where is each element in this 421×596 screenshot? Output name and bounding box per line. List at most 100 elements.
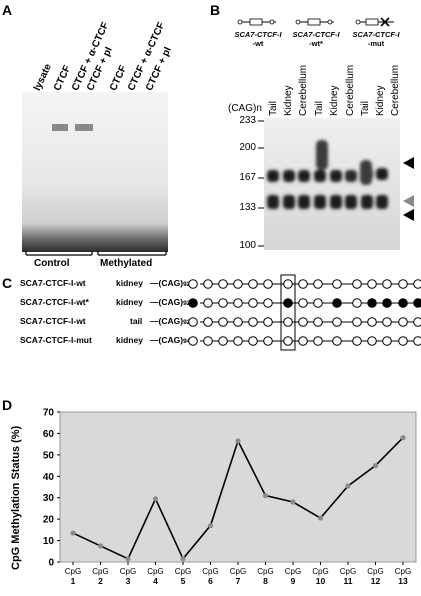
cpg-site [398,336,408,346]
data-point [290,499,296,505]
methylation-row-repeat: —(CAG)92 [150,278,190,288]
cpg-site [188,336,198,346]
cpg-site [332,279,342,289]
y-tick-label: 10 [43,536,55,547]
cpg-site [398,298,408,308]
cpg-site [332,317,342,327]
cpg-site [283,317,293,327]
cpg-site [218,298,228,308]
y-tick-label: 70 [43,408,55,419]
cpg-site [283,279,293,289]
data-point [235,438,241,444]
y-tick-label: 50 [43,450,55,461]
cag-text: —(CAG) [150,335,184,345]
data-point [317,515,324,521]
x-tick-label-num: 13 [398,576,408,586]
data-point [180,556,186,562]
repeat-count: 92 [183,319,191,326]
cpg-site [313,317,323,327]
data-point [345,483,351,489]
x-tick-label-num: 2 [98,576,103,586]
cpg-site [313,298,323,308]
group-label-methylated: Methylated [100,258,153,269]
cpg-site [332,336,342,346]
size-axis-title: (CAG)n [228,103,262,114]
x-tick-label-top: CpG [395,567,411,576]
x-tick-label-top: CpG [285,567,301,576]
data-point [400,435,406,441]
repeat-count: 92 [183,281,191,288]
gel-a-image [22,92,168,252]
x-tick-label-top: CpG [257,567,273,576]
methylation-row-tissue: kidney [116,297,143,307]
cpg-site [218,317,228,327]
cpg-site [263,279,273,289]
cpg-site [248,279,258,289]
cpg-site [382,336,392,346]
y-tick-label: 30 [43,493,55,504]
y-tick-label: 20 [43,515,55,526]
cpg-site [352,317,362,327]
methylation-row-repeat: —(CAG)92 [150,297,190,307]
x-tick-label-top: CpG [120,567,136,576]
panel-a-letter: A [2,2,13,18]
cpg-site [298,336,308,346]
methylation-row-tissue: kidney [116,278,143,288]
x-tick-label-num: 8 [263,576,268,586]
cpg-site [298,279,308,289]
size-ticks [258,120,264,247]
cpg-site [382,298,392,308]
methylation-row-repeat: —(CAG)94 [150,335,190,345]
data-point [372,462,379,469]
repeat-count: 92 [183,300,191,307]
cpg-site [332,298,342,308]
construct-wt-diagram [237,18,276,26]
cpg-site [188,317,198,327]
x-tick-label-num: 10 [316,576,326,586]
construct-wt-star-diagram [295,18,334,26]
methylation-row-label: SCA7-CTCF-I-wt [20,316,86,326]
size-tick-200: 200 [239,142,256,153]
size-tick-100: 100 [239,240,256,251]
x-tick-label-top: CpG [202,567,218,576]
x-tick-label-top: CpG [230,567,246,576]
cag-text: —(CAG) [150,278,184,288]
cpg-site [218,279,228,289]
y-tick-label: 60 [43,429,55,440]
size-tick-167: 167 [239,172,256,183]
x-tick-label-top: CpG [367,567,383,576]
panel-c-letter: C [2,275,13,291]
cpg-site [298,317,308,327]
construct-mut-label: SCA7-CTCF-I -mut [352,30,400,48]
x-tick-label-top: CpG [147,567,163,576]
size-tick-133: 133 [239,202,256,213]
x-tick-label-num: 12 [371,576,381,586]
panel-d-letter: D [2,397,13,413]
cpg-site [367,336,377,346]
cpg-site [263,317,273,327]
methylation-row-label: SCA7-CTCF-I-mut [20,335,92,345]
cpg-site [218,336,228,346]
cpg-site [298,298,308,308]
cpg-site [248,336,258,346]
gel-a-band-ctcf-pi [75,124,93,131]
x-tick-label-num: 6 [208,576,213,586]
x-tick-label-num: 4 [153,576,158,586]
cpg-site [283,298,293,308]
cpg-site [203,317,213,327]
cpg-site [233,317,243,327]
cpg-site [263,298,273,308]
cag-text: —(CAG) [150,297,184,307]
cpg-site [352,279,362,289]
methylation-row-label: SCA7-CTCF-I-wt [20,278,86,288]
arrowhead-top-icon [403,157,414,169]
data-point [152,496,159,502]
arrowhead-gray-icon [403,195,414,207]
cpg-site [248,317,258,327]
cpg-site [188,298,198,308]
data-point [262,492,269,499]
cpg-site [367,279,377,289]
cpg-site [263,336,273,346]
